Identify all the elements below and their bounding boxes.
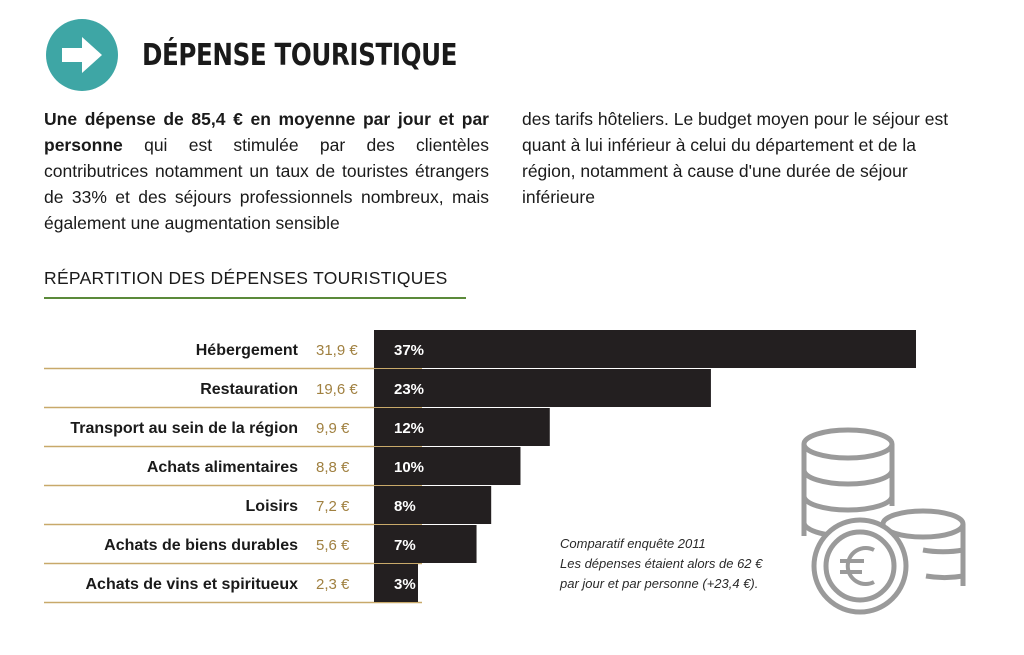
value-label: 3%: [394, 576, 416, 593]
comparison-note: Comparatif enquête 2011 Les dépenses éta…: [560, 534, 762, 594]
intro-lead: Une dépense de 85,4 € en moyenne par jou…: [44, 109, 489, 155]
note-line-3: par jour et par personne (+23,4 €).: [560, 576, 759, 591]
amount-label: 8,8 €: [316, 459, 350, 476]
intro-paragraph-left: Une dépense de 85,4 € en moyenne par jou…: [44, 106, 489, 236]
category-label: Hébergement: [196, 342, 299, 359]
category-label: Achats de biens durables: [104, 537, 298, 554]
category-label: Transport au sein de la région: [70, 420, 298, 437]
category-label: Restauration: [200, 381, 298, 398]
page-title: DÉPENSE TOURISTIQUE: [142, 37, 458, 73]
amount-label: 5,6 €: [316, 537, 350, 554]
amount-label: 7,2 €: [316, 498, 350, 515]
value-label: 12%: [394, 420, 424, 437]
amount-label: 19,6 €: [316, 381, 358, 398]
note-line-1: Comparatif enquête 2011: [560, 536, 706, 551]
chart-title: RÉPARTITION DES DÉPENSES TOURISTIQUES: [44, 268, 448, 288]
value-label: 23%: [394, 381, 424, 398]
value-label: 37%: [394, 342, 424, 359]
bar: [374, 330, 916, 368]
bar: [374, 447, 521, 485]
euro-coins-icon: [801, 427, 966, 615]
bar: [374, 408, 550, 446]
chart-title-underline: [44, 297, 466, 299]
note-line-2: Les dépenses étaient alors de 62 €: [560, 556, 763, 571]
bar: [374, 486, 492, 524]
category-label: Loisirs: [246, 498, 299, 515]
value-label: 8%: [394, 498, 416, 515]
value-label: 7%: [394, 537, 416, 554]
intro-left-text: qui est stimulée par des clientèles cont…: [44, 135, 489, 233]
category-label: Achats alimentaires: [147, 459, 298, 476]
value-label: 10%: [394, 459, 424, 476]
arrow-right-circle-icon: [46, 19, 118, 91]
intro-paragraph-right: des tarifs hôteliers. Le budget moyen po…: [522, 109, 949, 207]
amount-label: 9,9 €: [316, 420, 350, 437]
bar: [374, 525, 477, 563]
amount-label: 2,3 €: [316, 576, 350, 593]
section-header: DÉPENSE TOURISTIQUE: [46, 19, 526, 91]
bar: [374, 564, 418, 602]
amount-label: 31,9 €: [316, 342, 358, 359]
bar: [374, 369, 711, 407]
category-label: Achats de vins et spiritueux: [85, 576, 298, 593]
